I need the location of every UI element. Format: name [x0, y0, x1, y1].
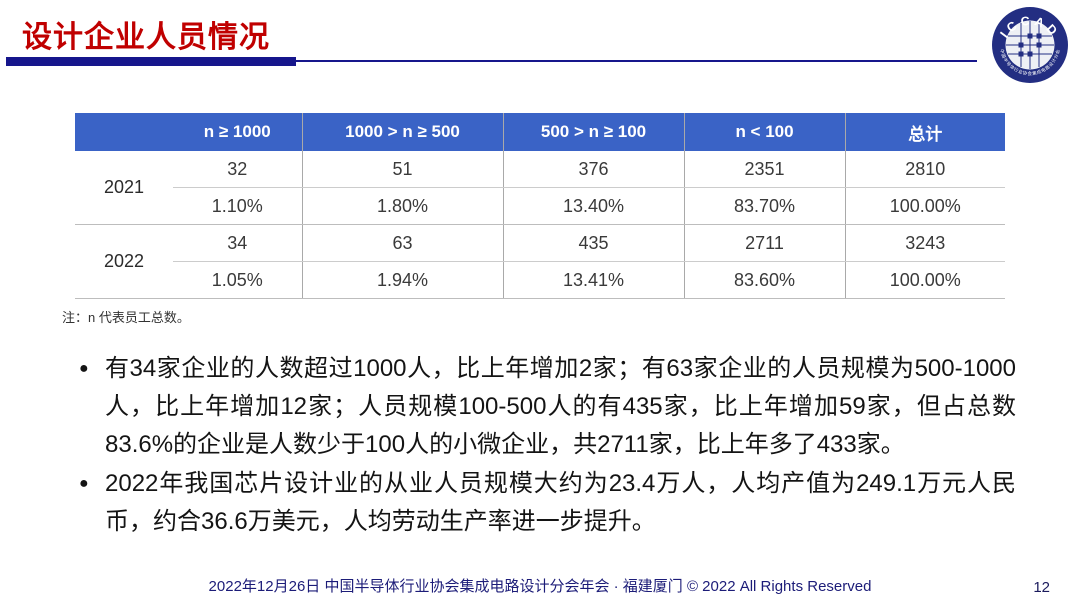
header-cell: 1000 > n ≥ 500	[301, 113, 503, 151]
table-row-2021-counts: 2021 32 51 376 2351 2810	[75, 151, 1005, 225]
table-header-row: n ≥ 1000 1000 > n ≥ 500 500 > n ≥ 100 n …	[75, 113, 1005, 151]
title-underline-line	[296, 60, 977, 62]
percent-cell: 83.70%	[683, 187, 845, 225]
bullet-dot-icon: ●	[79, 475, 89, 492]
percent-cell: 100.00%	[844, 187, 1005, 225]
title-underline-bar	[6, 57, 296, 66]
footer-text: 2022年12月26日 中国半导体行业协会集成电路设计分会年会 · 福建厦门 ©…	[208, 578, 872, 595]
bullet-text: 有34家企业的人数超过1000人，比上年增加2家；有63家企业的人员规模为500…	[105, 355, 1016, 458]
page-number: 12	[1033, 579, 1050, 596]
bullet-item: ● 2022年我国芯片设计业的从业人员规模大约为23.4万人，人均产值为249.…	[78, 465, 1016, 541]
header-cell: 总计	[844, 113, 1005, 151]
percent-cell: 100.00%	[844, 261, 1005, 299]
count-cell: 51	[301, 151, 503, 188]
bullet-dot-icon: ●	[79, 360, 89, 377]
iccad-logo-icon: ICCAD 中国半导体行业协会集成电路设计分会	[992, 7, 1068, 83]
table-row-2021-percents: 1.10% 1.80% 13.40% 83.70% 100.00%	[75, 187, 1005, 225]
percent-cell: 1.10%	[173, 187, 302, 225]
percent-cell: 13.40%	[502, 187, 684, 225]
count-cell: 32	[173, 151, 302, 188]
count-cell: 2810	[844, 151, 1005, 188]
table-note: 注：n 代表员工总数。	[62, 310, 190, 325]
percent-cell: 13.41%	[502, 261, 684, 299]
table-row-2022-counts: 2022 34 63 435 2711 3243	[75, 224, 1005, 299]
year-cell: 2021	[75, 151, 173, 225]
count-cell: 2711	[683, 224, 845, 262]
page-title: 设计企业人员情况	[22, 21, 270, 54]
count-cell: 376	[502, 151, 684, 188]
count-cell: 2351	[683, 151, 845, 188]
header-cell-empty	[75, 113, 173, 151]
bullet-text: 2022年我国芯片设计业的从业人员规模大约为23.4万人，人均产值为249.1万…	[105, 470, 1016, 535]
count-cell: 435	[502, 224, 684, 262]
header-cell: n ≥ 1000	[173, 113, 302, 151]
year-cell: 2022	[75, 224, 173, 299]
header-cell: 500 > n ≥ 100	[502, 113, 684, 151]
bullet-list: ● 有34家企业的人数超过1000人，比上年增加2家；有63家企业的人员规模为5…	[78, 350, 1016, 542]
count-cell: 63	[301, 224, 503, 262]
percent-cell: 83.60%	[683, 261, 845, 299]
percent-cell: 1.05%	[173, 261, 302, 299]
staff-size-table: n ≥ 1000 1000 > n ≥ 500 500 > n ≥ 100 n …	[75, 113, 1005, 299]
count-cell: 34	[173, 224, 302, 262]
header-cell: n < 100	[683, 113, 845, 151]
bullet-item: ● 有34家企业的人数超过1000人，比上年增加2家；有63家企业的人员规模为5…	[78, 350, 1016, 464]
percent-cell: 1.80%	[301, 187, 503, 225]
percent-cell: 1.94%	[301, 261, 503, 299]
count-cell: 3243	[844, 224, 1005, 262]
table-row-2022-percents: 1.05% 1.94% 13.41% 83.60% 100.00%	[75, 261, 1005, 299]
